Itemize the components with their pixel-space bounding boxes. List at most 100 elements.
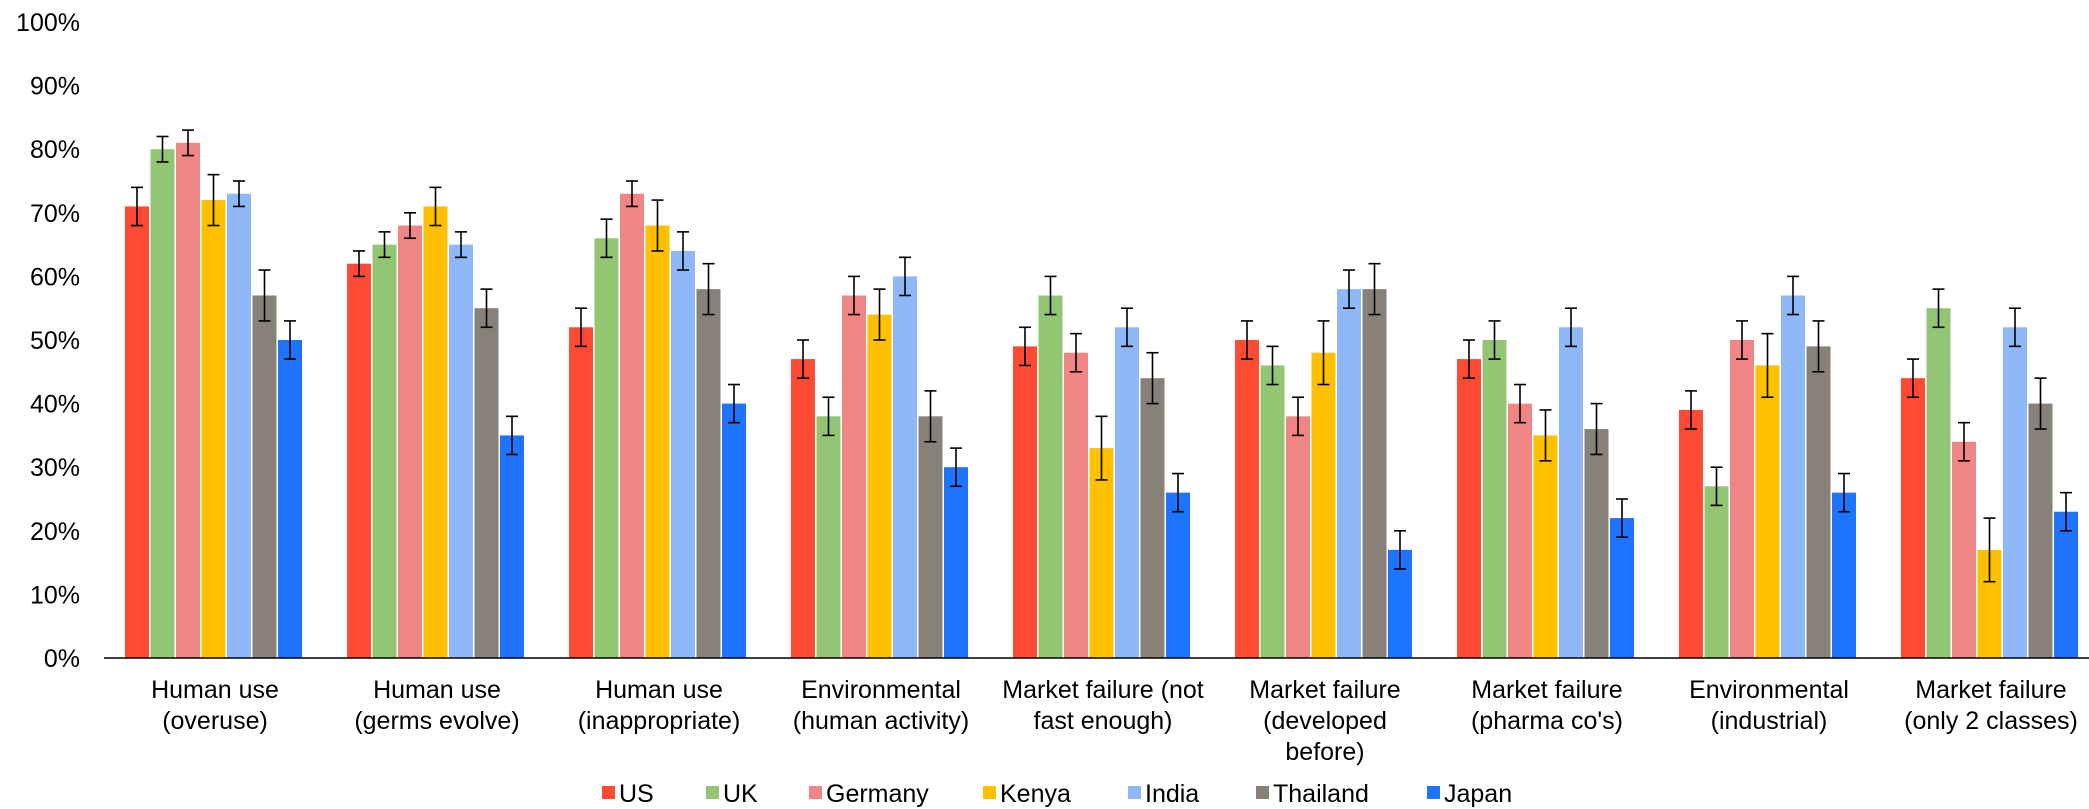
category-label-line: (industrial): [1711, 707, 1828, 735]
error-bar: [1368, 262, 1381, 316]
bar-us: [1679, 409, 1703, 658]
error-bar: [2060, 491, 2072, 532]
bar-us: [1457, 359, 1481, 658]
category-label-line: (overuse): [162, 707, 268, 735]
error-bar: [455, 231, 467, 259]
bar-germany: [398, 225, 422, 658]
y-tick-label: 10%: [30, 581, 80, 609]
bar-us: [791, 359, 815, 658]
bar-india: [1115, 327, 1139, 658]
y-tick-label: 70%: [30, 200, 80, 228]
y-tick-label: 90%: [30, 73, 80, 101]
error-bar: [378, 231, 391, 259]
bar-thailand: [1584, 429, 1609, 658]
bar-uk: [1926, 308, 1951, 658]
bar-uk: [1704, 486, 1729, 658]
error-bar: [1565, 307, 1577, 348]
bar-india: [1559, 327, 1583, 658]
error-bar: [600, 218, 613, 259]
error-bar: [1488, 320, 1501, 360]
error-bar: [822, 396, 835, 437]
error-bar: [1932, 288, 1945, 329]
legend-swatch: [1256, 786, 1269, 799]
y-axis: 0% 10% 20% 30% 40% 50% 60% 70% 80% 90% 100%: [16, 9, 80, 673]
error-bar: [2009, 307, 2021, 348]
bar-india: [671, 250, 695, 658]
error-bar: [1172, 472, 1184, 513]
bar-kenya: [423, 206, 448, 658]
error-bar: [1838, 472, 1850, 513]
error-bar: [258, 269, 271, 322]
x-axis-labels: Human use (overuse) Human use (germs evolve…: [151, 676, 2078, 766]
error-bar: [924, 390, 937, 443]
error-bar: [575, 307, 587, 348]
bar-germany: [1286, 416, 1310, 658]
bar-japan: [1832, 492, 1856, 658]
bar-kenya: [201, 200, 226, 658]
bar-india: [1781, 295, 1805, 658]
y-tick-label: 20%: [30, 518, 80, 546]
bar-india: [449, 244, 473, 658]
category-label-line: (inappropriate): [578, 707, 741, 735]
error-bar: [651, 199, 664, 252]
bar-thailand: [474, 308, 499, 658]
bar-kenya: [1533, 435, 1558, 658]
bar-india: [893, 276, 917, 658]
error-bar: [1266, 345, 1279, 386]
category-label-line: (only 2 classes): [1904, 707, 2078, 735]
error-bar: [728, 383, 740, 424]
y-tick-label: 100%: [16, 9, 80, 37]
error-bar: [1044, 275, 1057, 316]
legend-item-uk: UK: [706, 780, 758, 808]
error-bar: [1685, 390, 1697, 430]
legend-label: India: [1145, 780, 1199, 808]
y-tick-label: 0%: [44, 645, 80, 673]
legend-swatch: [809, 786, 822, 799]
error-bar: [1121, 307, 1133, 348]
error-bar: [1292, 396, 1304, 437]
bar-japan: [722, 403, 746, 658]
category-label-line: Market failure: [1471, 676, 1622, 704]
category-label: Environmental (industrial): [1689, 676, 1849, 735]
bar-kenya: [867, 314, 892, 658]
category-label-line: before): [1285, 738, 1364, 766]
category-label: Market failure (developed before): [1249, 676, 1400, 766]
error-bar: [1463, 339, 1475, 379]
category-label: Market failure (only 2 classes): [1904, 676, 2078, 735]
legend-swatch: [1128, 786, 1141, 799]
category-label-line: Environmental: [801, 676, 961, 704]
error-bar: [1761, 332, 1774, 399]
category-label-line: Market failure: [1249, 676, 1400, 704]
error-bar: [677, 231, 689, 271]
bar-thailand: [696, 289, 721, 658]
bar-japan: [1166, 492, 1190, 658]
error-bar: [1907, 358, 1919, 399]
category-label: Human use (overuse): [151, 676, 279, 735]
category-label-line: (germs evolve): [354, 707, 519, 735]
error-bar: [429, 186, 442, 227]
bar-germany: [1508, 403, 1532, 658]
bar-uk: [372, 244, 397, 658]
legend: US UK Germany Kenya India Thailand Japan: [602, 780, 1512, 808]
error-bar: [131, 186, 143, 227]
y-tick-label: 30%: [30, 454, 80, 482]
bar-japan: [2054, 511, 2078, 658]
error-bar: [1317, 320, 1330, 386]
category-label: Market failure (pharma co's): [1471, 676, 1623, 735]
bar-japan: [278, 340, 302, 658]
bar-germany: [176, 142, 200, 659]
legend-label: Thailand: [1273, 780, 1369, 808]
category-label-line: Human use: [151, 676, 279, 704]
error-bar: [1095, 415, 1108, 481]
legend-item-us: US: [602, 780, 654, 808]
bar-thailand: [918, 416, 943, 658]
error-bar: [873, 288, 886, 341]
error-bar: [1514, 383, 1526, 424]
bar-india: [1337, 289, 1361, 658]
y-tick-label: 40%: [30, 391, 80, 419]
legend-item-germany: Germany: [809, 780, 929, 808]
bar-uk: [1260, 365, 1285, 658]
error-bar: [480, 288, 493, 329]
error-bar: [404, 212, 416, 240]
